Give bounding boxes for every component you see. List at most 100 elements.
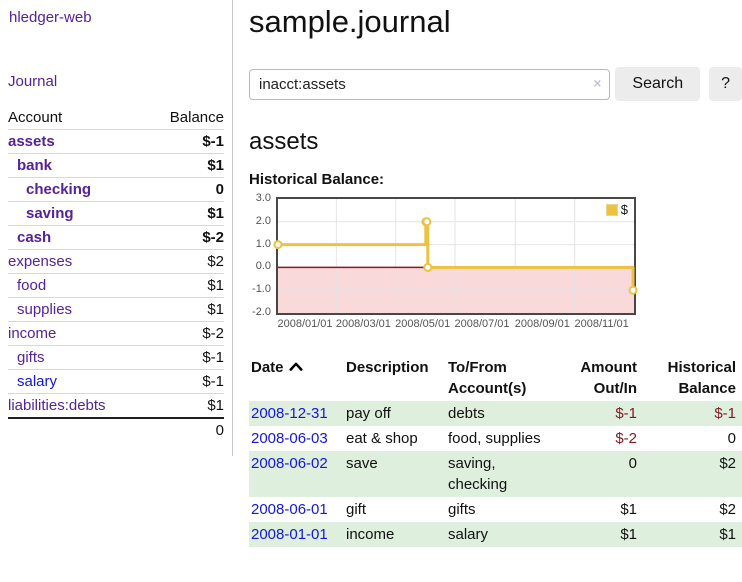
transaction-date-link[interactable]: 2008-06-03 <box>251 430 328 447</box>
account-cell: food <box>8 273 147 298</box>
transaction-accounts: food, supplies <box>448 430 541 447</box>
transaction-date-cell: 2008-06-02 <box>249 451 346 497</box>
account-cell: saving <box>8 201 147 226</box>
header-date[interactable]: Date <box>249 355 346 401</box>
data-point-marker <box>422 217 432 227</box>
y-axis-tick: 3.0 <box>255 192 271 204</box>
chart-y-axis: 3.0 2.0 1.0 0.0 -1.0 -2.0 <box>249 192 276 335</box>
header-description: Description <box>346 359 429 376</box>
transaction-accounts: salary <box>448 526 489 543</box>
account-row: food $1 <box>8 273 224 298</box>
balance-column-header: Balance <box>146 106 224 130</box>
account-balance: $2 <box>146 249 224 274</box>
account-link[interactable]: checking <box>26 181 92 198</box>
register-header-row: Date Description To/From Account(s) Amou… <box>249 355 742 401</box>
transaction-balance: $-1 <box>714 405 736 422</box>
account-balance: $1 <box>146 201 224 226</box>
header-date-label: Date <box>251 359 284 376</box>
account-link[interactable]: saving <box>26 205 74 222</box>
brand-link[interactable]: hledger-web <box>9 9 92 26</box>
header-accounts: To/From Account(s) <box>448 359 527 397</box>
account-row: liabilities:debts $1 <box>8 394 224 419</box>
transaction-date-link[interactable]: 2008-06-02 <box>251 455 328 472</box>
help-button[interactable]: ? <box>709 67 742 101</box>
y-axis-tick: 1.0 <box>255 237 271 250</box>
total-balance: 0 <box>146 417 224 442</box>
transaction-date-link[interactable]: 2008-12-31 <box>251 405 328 422</box>
chart-title: Historical Balance: <box>249 171 385 188</box>
legend-swatch-icon <box>605 203 618 216</box>
account-balance: $1 <box>207 397 224 414</box>
data-point-marker <box>628 285 638 295</box>
chart-series-svg <box>273 199 638 313</box>
transaction-date-link[interactable]: 2008-06-01 <box>251 501 328 518</box>
account-row: expenses $2 <box>8 249 224 274</box>
account-tree-header-row: Account Balance <box>8 106 224 130</box>
account-link[interactable]: supplies <box>17 301 73 318</box>
transaction-description: save <box>346 455 378 472</box>
y-axis-tick: -1.0 <box>252 283 271 296</box>
data-point-marker <box>423 262 433 272</box>
transaction-accounts: gifts <box>448 501 476 518</box>
account-link[interactable]: bank <box>17 157 53 174</box>
chart-plot-column: $ 2008/01/01 2008/03/01 2008/05/01 2008/07/… <box>273 197 638 335</box>
account-link[interactable]: assets <box>8 133 55 150</box>
search-input[interactable] <box>249 68 611 100</box>
transaction-date-link[interactable]: 2008-01-01 <box>251 526 328 543</box>
balance-chart: 3.0 2.0 1.0 0.0 -1.0 -2.0 $ 2008/01/01 2008/03… <box>249 192 742 335</box>
chart-legend: $ <box>604 202 629 217</box>
account-cell: assets <box>8 129 147 154</box>
x-axis-tick: 2008/01/01 <box>277 318 333 330</box>
register-table: Date Description To/From Account(s) Amou… <box>249 355 742 547</box>
register-row: 2008-12-31 pay off debts $-1 $-1 <box>249 401 742 426</box>
transaction-accounts: saving, checking <box>448 455 508 493</box>
y-axis-tick: 2.0 <box>255 214 271 227</box>
account-cell: bank <box>8 153 147 178</box>
transaction-amount: $-2 <box>615 430 637 447</box>
account-balance: $-2 <box>146 321 224 346</box>
transaction-accounts: debts <box>448 405 485 422</box>
transaction-balance: $1 <box>719 526 736 543</box>
transaction-date-cell: 2008-06-03 <box>249 426 346 451</box>
transaction-balance: 0 <box>727 430 736 447</box>
clear-search-icon[interactable]: × <box>593 74 602 91</box>
app-window: hledger-web Journal Account Balance asse… <box>8 0 742 547</box>
account-link[interactable]: food <box>17 277 47 294</box>
x-axis-tick: 2008/11/01 <box>574 318 629 330</box>
account-link[interactable]: gifts <box>17 349 45 366</box>
legend-label: $ <box>620 202 628 217</box>
account-total-row: 0 <box>8 417 224 442</box>
y-axis-tick: 0.0 <box>255 260 271 273</box>
account-row: gifts $-1 <box>8 345 224 370</box>
account-link[interactable]: expenses <box>8 253 73 270</box>
chart-canvas[interactable]: $ <box>273 197 638 315</box>
transaction-description: gift <box>346 501 367 518</box>
account-cell: liabilities:debts <box>8 394 147 419</box>
account-balance: $-1 <box>146 129 224 154</box>
account-link[interactable]: income <box>8 325 57 342</box>
account-row: checking 0 <box>8 177 224 202</box>
x-axis-tick: 2008/09/01 <box>514 318 570 330</box>
transaction-description: pay off <box>346 405 391 422</box>
account-link[interactable]: salary <box>17 373 58 390</box>
transaction-amount: $1 <box>620 501 637 518</box>
account-tree-table: Account Balance assets $-1 bank $1 check… <box>8 106 224 442</box>
search-button[interactable]: Search <box>615 67 701 101</box>
account-link[interactable]: liabilities:debts <box>8 397 106 414</box>
account-balance: $1 <box>146 153 224 178</box>
account-cell: gifts <box>8 345 147 370</box>
account-balance: $1 <box>146 273 224 298</box>
account-row: cash $-2 <box>8 225 224 250</box>
transaction-balance: $2 <box>719 501 736 518</box>
account-balance: $1 <box>146 297 224 322</box>
account-link[interactable]: cash <box>17 229 52 246</box>
search-box: × <box>249 68 611 100</box>
register-row: 2008-01-01 income salary $1 $1 <box>249 522 742 547</box>
y-axis-tick: -2.0 <box>252 306 271 318</box>
transaction-date-cell: 2008-01-01 <box>249 522 346 547</box>
account-balance: 0 <box>146 177 224 202</box>
account-row: assets $-1 <box>8 129 224 154</box>
search-bar: × Search ? <box>249 67 742 101</box>
sidebar-item-journal[interactable]: Journal <box>8 73 58 90</box>
transaction-amount: $1 <box>620 526 637 543</box>
